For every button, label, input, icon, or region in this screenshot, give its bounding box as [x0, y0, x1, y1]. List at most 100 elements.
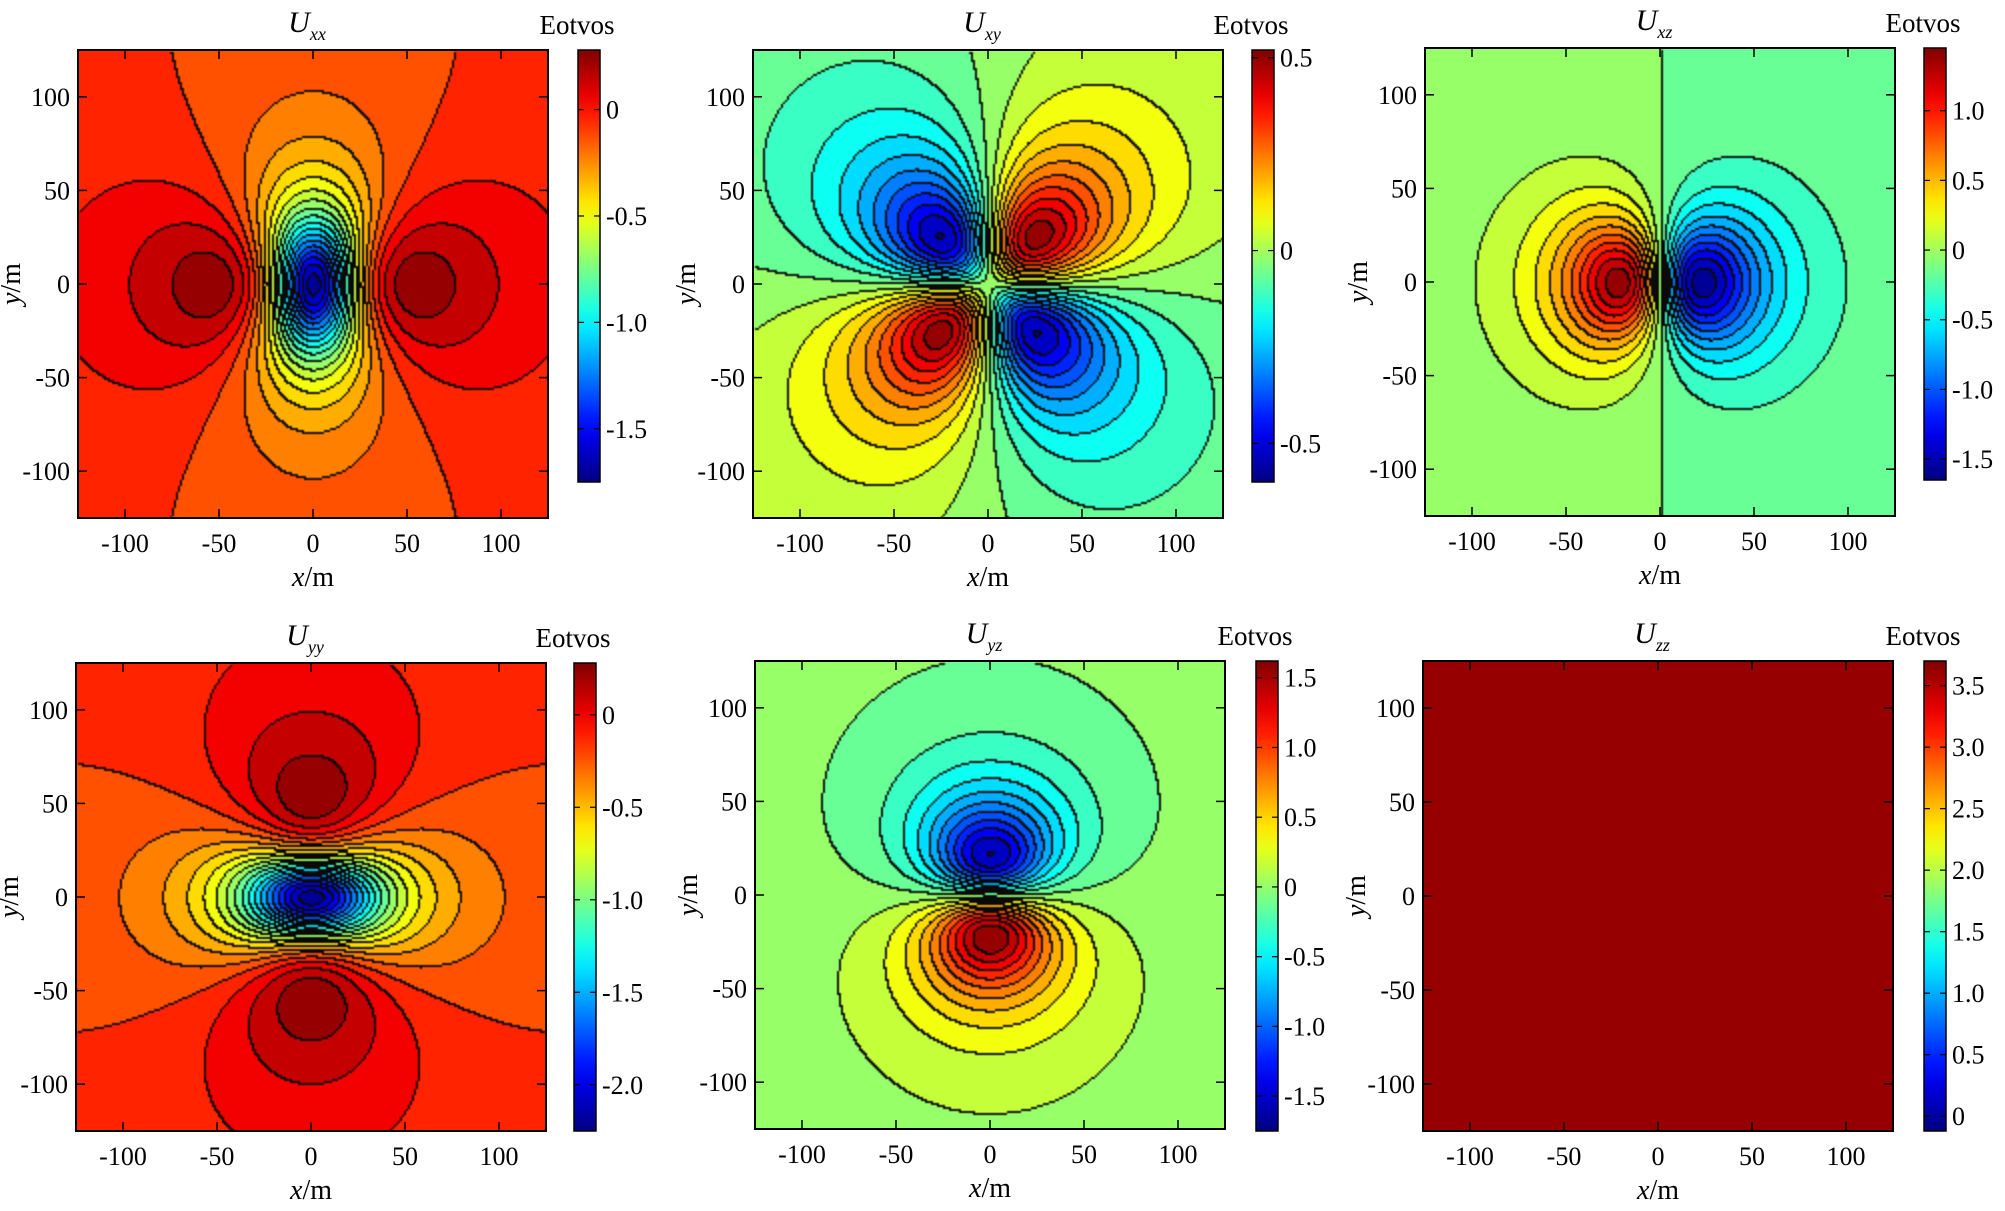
contour-map: [78, 50, 548, 518]
x-axis-title: x/m: [966, 562, 1009, 593]
x-tick-label: -100: [99, 1142, 147, 1171]
x-tick-label: 100: [482, 529, 521, 558]
x-tick-label: 50: [1069, 529, 1095, 558]
colorbar-tick-label: 0: [1280, 237, 1293, 266]
panel-uxz: -100 -50 0 50 100 100 50 0 -50 -100 x/m y/m Uxz 1.0 0.…: [1343, 4, 1993, 591]
x-axis-title: x/m: [291, 562, 334, 593]
x-tick-label: -50: [879, 1140, 914, 1169]
y-tick-label: 100: [708, 694, 747, 723]
y-tick-label: 50: [1389, 788, 1415, 817]
colorbar-tick-label: 0: [1952, 236, 1965, 265]
colorbar: [1251, 49, 1275, 483]
y-tick-label: -100: [22, 457, 70, 486]
panel-uxy: -100 -50 0 50 100 100 50 0 -50 -100 x/m y/m Uxy 0.5 0 -…: [671, 6, 1321, 593]
y-tick-label: 100: [31, 83, 70, 112]
colorbar-tick-label: 0: [602, 701, 615, 730]
colorbar-tick-label: -1.5: [602, 978, 643, 1007]
panel-title: Uyy: [286, 619, 324, 657]
x-axis-title: x/m: [1638, 560, 1681, 591]
colorbar-tick-label: -0.5: [1284, 943, 1325, 972]
panel-uxx: -100 -50 0 50 100 100 50 0 -50 -100 x/m y/m Uxx 0 -0.5…: [0, 6, 647, 593]
colorbar: [1923, 47, 1947, 481]
y-tick-label: -50: [33, 977, 68, 1006]
x-tick-label: -100: [778, 1140, 826, 1169]
x-tick-label: 100: [1157, 529, 1196, 558]
x-tick-label: 0: [1652, 1142, 1665, 1171]
x-tick-label: 0: [982, 529, 995, 558]
panel-uzz: -100 -50 0 50 100 100 50 0 -50 -100 x/m y/m Uzz 3.5 3.…: [1341, 617, 1985, 1206]
colorbar: [1923, 660, 1947, 1132]
colorbar-tick-label: 0: [1284, 873, 1297, 902]
panel-uyz: -100 -50 0 50 100 100 50 0 -50 -100 x/m y/m Uyz 1.5 1.…: [673, 617, 1325, 1204]
y-tick-label: -50: [1380, 976, 1415, 1005]
y-tick-label: 100: [706, 83, 745, 112]
y-axis-title: y/m: [0, 876, 25, 921]
y-axis-title: y/m: [0, 263, 27, 308]
x-tick-label: 50: [394, 529, 420, 558]
panel-title: Uzz: [1634, 617, 1670, 655]
contour-map: [1423, 661, 1893, 1131]
panel-title: Uxz: [1636, 4, 1673, 42]
colorbar: [577, 49, 601, 483]
y-tick-label: 50: [721, 787, 747, 816]
x-axis-title: x/m: [1636, 1175, 1679, 1206]
y-tick-label: 0: [1402, 882, 1415, 911]
y-tick-label: 0: [57, 270, 70, 299]
y-tick-label: -50: [712, 975, 747, 1004]
x-axis-title: x/m: [968, 1173, 1011, 1204]
colorbar-tick-label: -0.5: [606, 202, 647, 231]
panel-title: Uxx: [288, 6, 326, 44]
colorbar-tick-label: -2.0: [602, 1071, 643, 1100]
y-tick-label: -100: [1367, 1070, 1415, 1099]
y-tick-label: -100: [699, 1068, 747, 1097]
contour-map: [76, 663, 546, 1131]
x-tick-label: -100: [101, 529, 149, 558]
colorbar-tick-label: -0.5: [602, 793, 643, 822]
colorbar-tick-label: -0.5: [1952, 306, 1993, 335]
y-tick-label: 100: [1376, 694, 1415, 723]
y-tick-label: 0: [55, 883, 68, 912]
colorbar-tick-label: 1.5: [1952, 918, 1985, 947]
colorbar-tick-label: -1.0: [1952, 375, 1993, 404]
x-tick-label: 100: [1829, 527, 1868, 556]
y-tick-label: 0: [732, 270, 745, 299]
y-tick-label: -100: [20, 1070, 68, 1099]
x-tick-label: 0: [984, 1140, 997, 1169]
colorbar-tick-label: 1.0: [1952, 97, 1985, 126]
y-tick-label: -50: [1382, 362, 1417, 391]
x-tick-label: 0: [305, 1142, 318, 1171]
colorbar-tick-label: 3.0: [1952, 733, 1985, 762]
colorbar-tick-label: 3.5: [1952, 672, 1985, 701]
x-tick-label: 50: [1739, 1142, 1765, 1171]
panel-title: Uyz: [966, 617, 1003, 655]
colorbar-tick-label: 2.0: [1952, 856, 1985, 885]
colorbar-tick-label: -0.5: [1280, 429, 1321, 458]
y-axis-title: y/m: [673, 874, 704, 919]
x-tick-label: -100: [776, 529, 824, 558]
x-axis-title: x/m: [289, 1175, 332, 1206]
y-tick-label: -100: [697, 457, 745, 486]
colorbar-unit-label: Eotvos: [1885, 8, 1960, 38]
colorbar-tick-label: 0.5: [1952, 1041, 1985, 1070]
colorbar-tick-label: -1.5: [1284, 1082, 1325, 1111]
colorbar-tick-label: 1.0: [1952, 979, 1985, 1008]
y-tick-label: 0: [1404, 268, 1417, 297]
x-tick-label: -50: [202, 529, 237, 558]
x-tick-label: 100: [480, 1142, 519, 1171]
colorbar-unit-label: Eotvos: [1885, 621, 1960, 651]
colorbar-unit-label: Eotvos: [1213, 10, 1288, 40]
y-tick-label: 0: [734, 881, 747, 910]
y-tick-label: 100: [29, 696, 68, 725]
y-tick-label: 50: [1391, 174, 1417, 203]
y-axis-title: y/m: [671, 263, 702, 308]
colorbar-tick-label: 1.0: [1284, 733, 1317, 762]
x-tick-label: 50: [1741, 527, 1767, 556]
x-tick-label: -50: [1549, 527, 1584, 556]
colorbar-tick-label: 0.5: [1284, 803, 1317, 832]
y-tick-label: 50: [44, 176, 70, 205]
colorbar-tick-label: -1.0: [602, 886, 643, 915]
colorbar-tick-label: -1.5: [606, 415, 647, 444]
y-tick-label: -50: [35, 364, 70, 393]
x-tick-label: 0: [307, 529, 320, 558]
